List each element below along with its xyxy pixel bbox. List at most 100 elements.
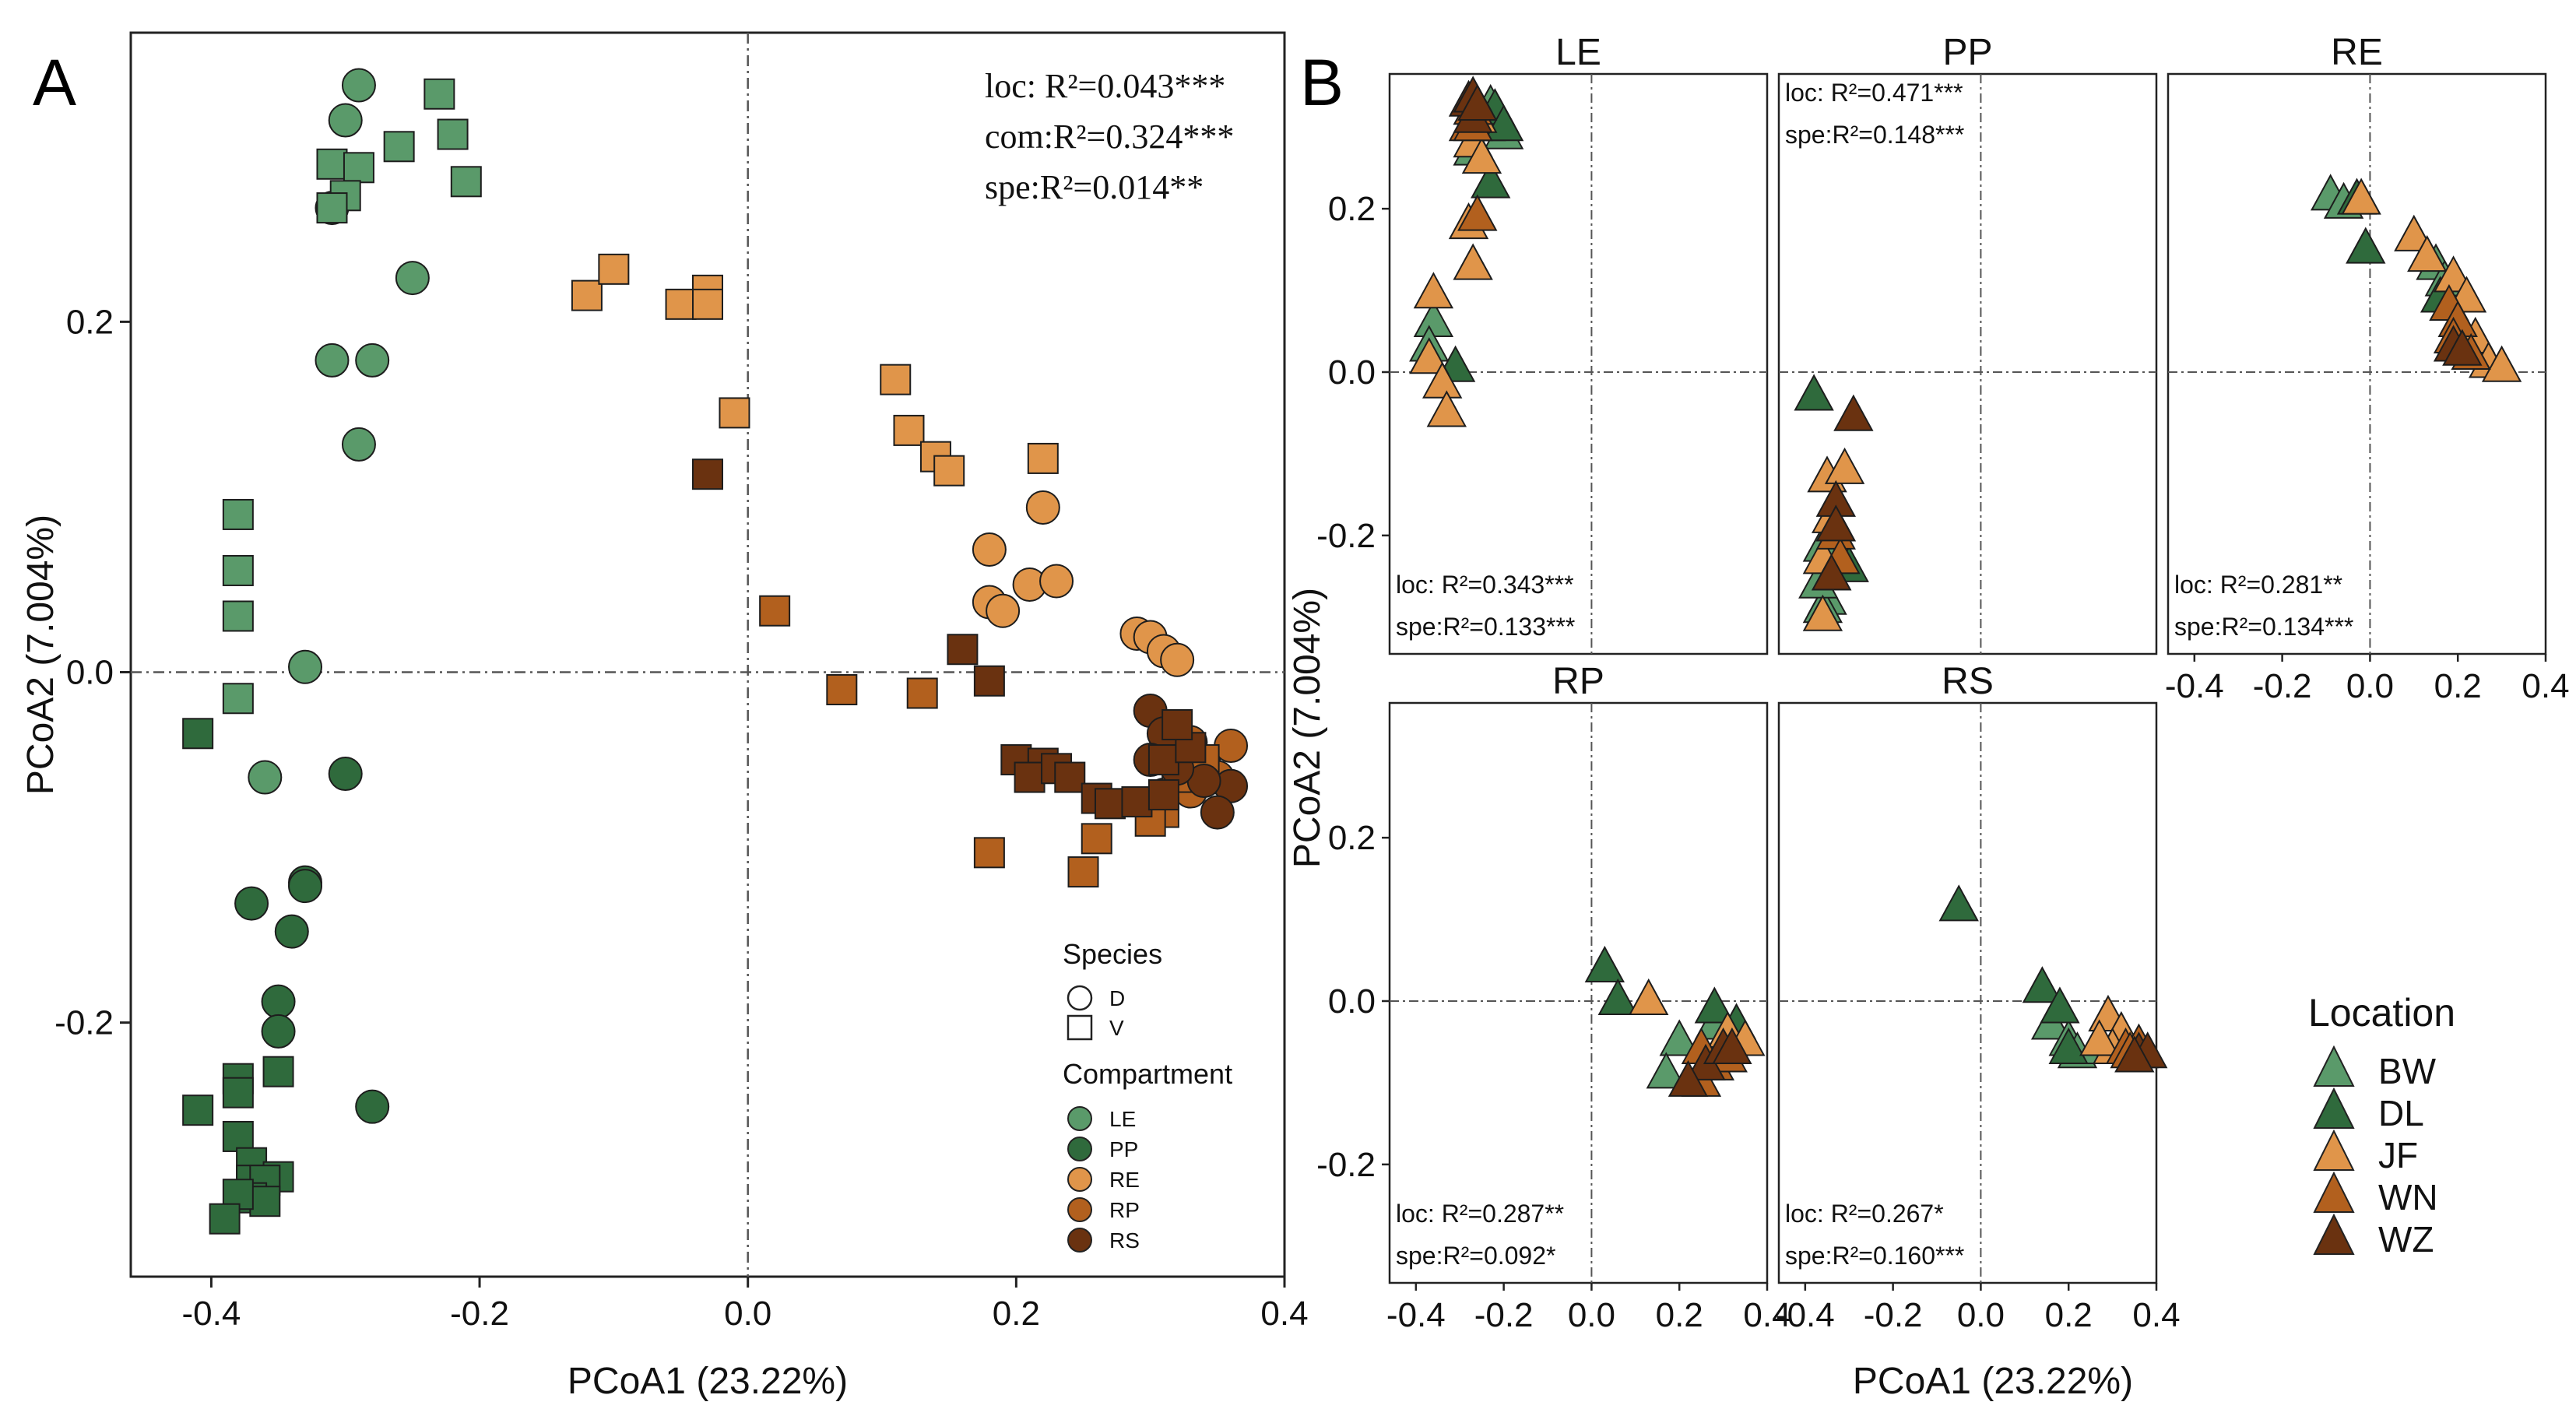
point-pp-wz <box>1811 553 1852 591</box>
point-re-d <box>1160 642 1195 677</box>
point-rs-dl <box>2022 966 2063 1003</box>
point-rs-v <box>947 634 979 666</box>
facet-le-title: LE <box>1555 32 1601 73</box>
facet-le-y-tick-label: 0.2 <box>1328 190 1376 228</box>
facet-rp: RP -0.4 -0.2 0.0 0.2 0.4 -0.2 0.0 0.2 loc: R²=0.2… <box>1316 661 1791 1334</box>
panel-a-x-tick-label: 0.2 <box>993 1295 1040 1333</box>
panel-a-stat-spe: spe:R²=0.014** <box>985 168 1204 206</box>
point-pp-jf <box>1802 594 1843 631</box>
point-re-d <box>972 532 1007 567</box>
point-rs-v <box>973 665 1005 697</box>
point-rs-dl <box>2048 1027 2089 1064</box>
facet-pp-frame <box>1777 72 2158 655</box>
point-le-dl <box>1471 161 1511 199</box>
facet-re-stat: spe:R²=0.134*** <box>2174 613 2353 641</box>
legend-compartment-re-marker <box>1067 1167 1092 1192</box>
facet-le: LE -0.2 0.0 0.2 loc: R²=0.343*** spe:R²=0.133… <box>1316 32 1769 655</box>
facet-re-title: RE <box>2331 32 2383 73</box>
facet-rs-frame <box>1777 701 2158 1284</box>
legend-species-v-marker <box>1067 1014 1093 1041</box>
panel-a-y-axis-label: PCoA2 (7.004%) <box>20 515 62 795</box>
facet-re: RE -0.4 -0.2 0.0 0.2 0.4 loc: R²=0.281** spe:R²… <box>2165 32 2570 705</box>
point-re-d <box>1039 564 1074 599</box>
point-re-wz <box>2442 329 2483 366</box>
legend-compartment-pp-marker <box>1067 1137 1092 1161</box>
panel-a-y-tick-label: 0.0 <box>66 654 114 692</box>
point-le-v <box>343 152 374 184</box>
point-le-v <box>316 148 348 180</box>
panel-b-y-axis-label: PCoA2 (7.004%) <box>1287 588 1328 868</box>
point-rs-wz <box>2114 1035 2155 1073</box>
point-pp-v <box>209 1203 241 1235</box>
point-rp-dl <box>1584 945 1625 983</box>
facet-le-y-tick-label: 0.0 <box>1328 353 1376 392</box>
point-le-v <box>222 498 254 530</box>
point-le-d <box>248 760 283 795</box>
point-le-v <box>437 118 469 150</box>
facet-pp-title: PP <box>1942 32 1992 73</box>
point-re-v <box>665 288 697 320</box>
point-pp-v <box>182 1094 214 1126</box>
point-rs-v <box>692 459 723 490</box>
point-le-v <box>222 600 254 632</box>
point-pp-dl <box>1794 374 1834 411</box>
point-pp-d <box>261 984 296 1019</box>
point-rp-v <box>1081 823 1112 855</box>
point-pp-v <box>262 1056 294 1087</box>
point-re-v <box>893 414 925 446</box>
facet-rs: RS -0.4 -0.2 0.0 0.2 0.4 loc: R²=0.267* spe:R²=… <box>1776 661 2181 1334</box>
point-re-jf <box>2407 235 2448 272</box>
panel-a-legend: Species D V Compartment LE PP RE RP RS <box>1063 938 1232 1253</box>
point-le-d <box>288 649 323 684</box>
panel-a-x-axis-label: PCoA1 (23.22%) <box>568 1361 848 1402</box>
legend-compartment-rp-label: RP <box>1109 1198 1140 1222</box>
facet-re-x-tick-label: 0.2 <box>2434 667 2482 705</box>
point-le-d <box>341 427 376 462</box>
legend-location-jf-label: JF <box>2378 1135 2418 1175</box>
facet-le-frame <box>1388 72 1769 655</box>
point-pp-wz <box>1833 394 1874 431</box>
point-le-v <box>383 131 415 163</box>
point-le-jf <box>1426 390 1467 427</box>
point-re-jf <box>2433 255 2474 293</box>
point-rs-v <box>1014 761 1046 793</box>
legend-compartment-title: Compartment <box>1063 1058 1232 1090</box>
legend-location-bw-label: BW <box>2378 1051 2437 1091</box>
facet-rp-x-tick-label: -0.4 <box>1386 1296 1446 1334</box>
legend-compartment-le-label: LE <box>1109 1107 1136 1131</box>
legend-location-wz-label: WZ <box>2378 1219 2434 1260</box>
facet-re-stat: loc: R²=0.281** <box>2174 571 2342 599</box>
point-pp-d <box>328 757 363 792</box>
point-re-d <box>1025 490 1060 525</box>
point-le-d <box>315 343 350 378</box>
point-le-v <box>450 166 482 198</box>
facet-pp-stat: spe:R²=0.148*** <box>1785 121 1964 149</box>
panel-a-stats: loc: R²=0.043*** com:R²=0.324*** spe:R²=… <box>985 67 1234 206</box>
legend-location-bw-marker <box>2313 1045 2355 1087</box>
point-re-v <box>719 397 750 429</box>
legend-compartment-rs-label: RS <box>1109 1228 1140 1253</box>
point-le-v <box>222 554 254 586</box>
facet-rp-y-tick-label: -0.2 <box>1316 1146 1376 1184</box>
legend-location-dl-label: DL <box>2378 1093 2424 1133</box>
legend-species-v-label: V <box>1109 1016 1124 1040</box>
legend-compartment-rs-marker <box>1067 1228 1092 1253</box>
point-pp-v <box>249 1186 281 1217</box>
point-rp-v <box>973 837 1005 869</box>
point-rp-v <box>759 595 791 627</box>
facet-rp-x-tick-label: 0.4 <box>1743 1296 1791 1334</box>
point-le-d <box>341 68 376 103</box>
point-re-v <box>880 364 912 395</box>
point-rs-v <box>1121 786 1153 818</box>
point-le-d <box>355 343 390 378</box>
point-pp-v <box>182 718 214 750</box>
point-rp-v <box>906 677 938 709</box>
facet-rp-frame <box>1388 701 1769 1284</box>
facet-pp: PP loc: R²=0.471*** spe:R²=0.148*** <box>1777 32 2158 655</box>
facet-rp-stat: loc: R²=0.287** <box>1396 1200 1564 1228</box>
panel-a-x-tick-label: -0.2 <box>450 1295 509 1333</box>
point-re-v <box>571 279 603 311</box>
point-rp-jf <box>1629 978 1669 1015</box>
legend-compartment-le-marker <box>1067 1106 1092 1131</box>
